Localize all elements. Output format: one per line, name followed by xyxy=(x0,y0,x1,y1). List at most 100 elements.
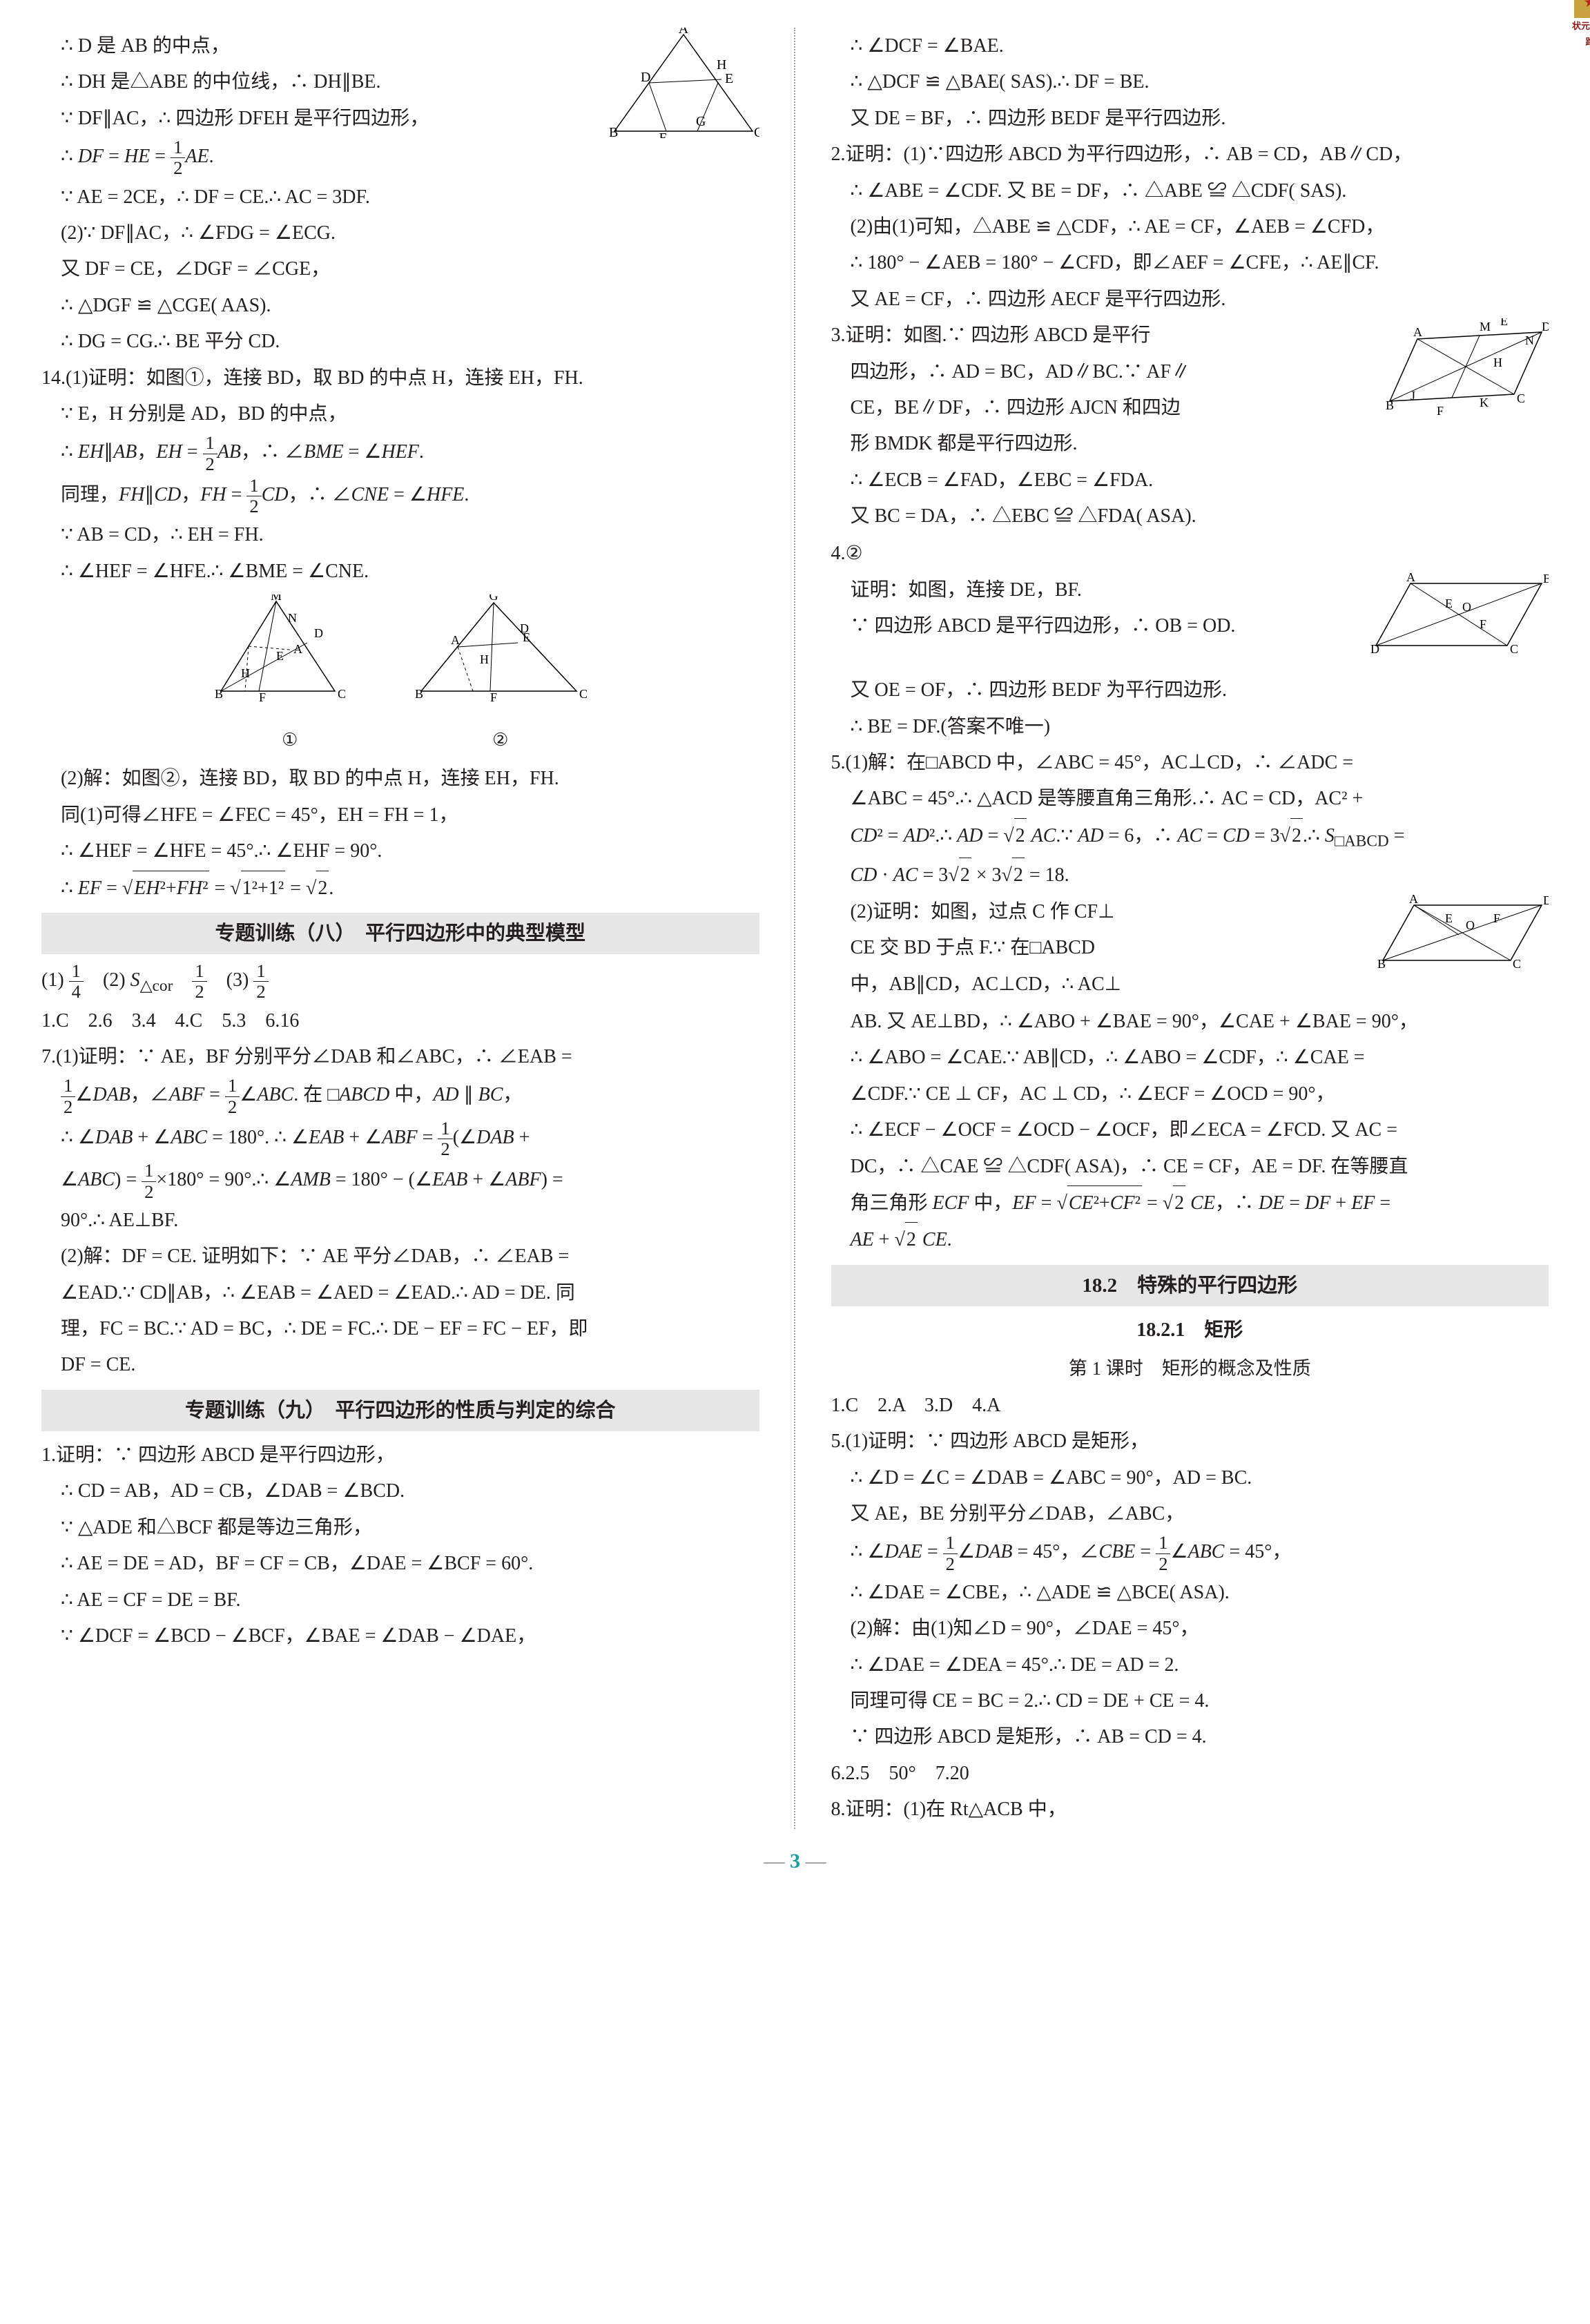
svg-text:A: A xyxy=(1413,325,1422,339)
figure-parallelogram-3: A B C D M N J K F E H xyxy=(1383,318,1549,427)
section-header-18-2: 18.2 特殊的平行四边形 xyxy=(831,1265,1549,1306)
fig-label-2: ② xyxy=(411,724,590,757)
text-line: DC，∴ △CAE ≌ △CDF( ASA)，∴ CE = CF，AE = DF… xyxy=(831,1150,1549,1184)
svg-text:A: A xyxy=(1406,573,1415,584)
text-line: ∵ ∠DCF = ∠BCD − ∠BCF，∠BAE = ∠DAB − ∠DAE， xyxy=(41,1619,759,1654)
text-line: 又 AE = CF，∴ 四边形 AECF 是平行四边形. xyxy=(831,282,1549,317)
text-line: ∵ 四边形 ABCD 是矩形，∴ AB = CD = 4. xyxy=(831,1720,1549,1754)
text-line: 又 DF = CE，∠DGF = ∠CGE， xyxy=(41,252,759,287)
section-header-8: 专题训练（八） 平行四边形中的典型模型 xyxy=(41,913,759,954)
svg-text:K: K xyxy=(1480,396,1489,409)
text-line: DF = CE. xyxy=(41,1348,759,1382)
text-line: ∠ABC = 45°.∴ △ACD 是等腰直角三角形.∴ AC = CD，AC²… xyxy=(831,782,1549,816)
svg-text:F: F xyxy=(490,690,497,704)
svg-text:G: G xyxy=(696,114,706,129)
svg-text:D: D xyxy=(520,621,529,635)
text-line: 8.证明：(1)在 Rt△ACB 中， xyxy=(831,1792,1549,1827)
text-line: ∴ △DCF ≌ △BAE( SAS).∴ DF = BE. xyxy=(831,65,1549,99)
text-line: 5.(1)证明：∵ 四边形 ABCD 是矩形， xyxy=(831,1424,1549,1459)
text-line: 90°.∴ AE⊥BF. xyxy=(41,1203,759,1238)
svg-text:F: F xyxy=(1480,617,1486,631)
svg-text:N: N xyxy=(288,611,297,625)
svg-text:E: E xyxy=(1500,318,1508,328)
svg-text:H: H xyxy=(1493,356,1502,369)
figure-triangle-1: A B C D E F G H xyxy=(608,28,759,150)
svg-text:D: D xyxy=(1543,895,1549,907)
text-line: 理，FC = BC.∵ AD = BC，∴ DE = FC.∴ DE − EF … xyxy=(41,1312,759,1346)
text-line: (2)由(1)可知，△ABE ≌ △CDF，∴ AE = CF，∠AEB = ∠… xyxy=(831,210,1549,244)
answer-line: 1.C 2.6 3.4 4.C 5.3 6.16 xyxy=(41,1004,759,1038)
svg-text:M: M xyxy=(271,594,282,603)
svg-text:A: A xyxy=(678,28,688,37)
text-line: ∴ ∠ECF − ∠OCF = ∠OCD − ∠OCF，即∠ECA = ∠FCD… xyxy=(831,1113,1549,1148)
svg-text:C: C xyxy=(1510,642,1518,656)
equation: ∴ ∠DAE = 12∠DAB = 45°，∠CBE = 12∠ABC = 45… xyxy=(831,1533,1549,1574)
text-line: ∴ DG = CG.∴ BE 平分 CD. xyxy=(41,325,759,359)
svg-text:B: B xyxy=(215,687,223,701)
text-line: ∴ ∠ECB = ∠FAD，∠EBC = ∠FDA. xyxy=(831,463,1549,498)
figure-pair: M B C D F N E H A ① G xyxy=(41,594,759,756)
section-header-9: 专题训练（九） 平行四边形的性质与判定的综合 xyxy=(41,1390,759,1431)
svg-text:O: O xyxy=(1462,600,1471,614)
lesson-title: 第 1 课时 矩形的概念及性质 xyxy=(831,1352,1549,1386)
text-line: 又 OE = OF，∴ 四边形 BEDF 为平行四边形. xyxy=(831,673,1549,708)
text-line: (2)解：由(1)知∠D = 90°，∠DAE = 45°， xyxy=(831,1611,1549,1646)
text-line: 又 BC = DA，∴ △EBC ≌ △FDA( ASA). xyxy=(831,499,1549,534)
equation: 同理，FH∥CD，FH = 12CD，∴ ∠CNE = ∠HFE. xyxy=(41,476,759,517)
text-line: ∴ AE = CF = DE = BF. xyxy=(41,1583,759,1618)
equation: ∠ABC) = 12×180° = 90°.∴ ∠AMB = 180° − (∠… xyxy=(41,1161,759,1202)
text-line: ∵ E，H 分别是 AD，BD 的中点， xyxy=(41,397,759,432)
svg-text:B: B xyxy=(1377,957,1386,971)
text-line: (2)解：如图②，连接 BD，取 BD 的中点 H，连接 EH，FH. xyxy=(41,762,759,796)
text-line: 形 BMDK 都是平行四边形. xyxy=(831,427,1549,461)
equation: CD² = AD².∴ AD = 2 AC.∵ AD = 6，∴ AC = CD… xyxy=(831,818,1549,857)
svg-text:A: A xyxy=(451,633,460,647)
svg-text:F: F xyxy=(259,690,266,704)
text-line: ∴ ∠ABE = ∠CDF. 又 BE = DF，∴ △ABE ≌ △CDF( … xyxy=(831,174,1549,209)
page: A B C D E F G H ∴ D 是 AB 的中点， ∴ DH 是△ABE… xyxy=(41,28,1549,1829)
svg-text:D: D xyxy=(1542,320,1549,333)
text-line: ∴ ∠D = ∠C = ∠DAB = ∠ABC = 90°，AD = BC. xyxy=(831,1461,1549,1495)
svg-text:D: D xyxy=(1370,642,1379,656)
text-line: 1.证明：∵ 四边形 ABCD 是平行四边形， xyxy=(41,1438,759,1473)
svg-text:C: C xyxy=(338,687,346,701)
text-line: 5.(1)解：在□ABCD 中，∠ABC = 45°，AC⊥CD，∴ ∠ADC … xyxy=(831,746,1549,780)
text-line: ∴ CD = AB，AD = CB，∠DAB = ∠BCD. xyxy=(41,1474,759,1509)
text-line: ∴ ∠HEF = ∠HFE = 45°.∴ ∠EHF = 90°. xyxy=(41,834,759,869)
text-line: 7.(1)证明：∵ AE，BF 分别平分∠DAB 和∠ABC，∴ ∠EAB = xyxy=(41,1040,759,1074)
equation: CD · AC = 32 × 32 = 18. xyxy=(831,858,1549,893)
equation: ∴ ∠DAB + ∠ABC = 180°. ∴ ∠EAB + ∠ABF = 12… xyxy=(41,1119,759,1160)
text-line: ∴ AE = DE = AD，BF = CF = CB，∠DAE = ∠BCF … xyxy=(41,1547,759,1581)
svg-text:F: F xyxy=(659,130,666,138)
fig-label-1: ① xyxy=(211,724,369,757)
right-column: ∴ ∠DCF = ∠BAE. ∴ △DCF ≌ △BAE( SAS).∴ DF … xyxy=(831,28,1549,1829)
text-line: ∠EAD.∵ CD∥AB，∴ ∠EAB = ∠AED = ∠EAD.∴ AD =… xyxy=(41,1276,759,1310)
svg-text:H: H xyxy=(717,57,726,72)
left-column: A B C D E F G H ∴ D 是 AB 的中点， ∴ DH 是△ABE… xyxy=(41,28,759,1829)
logo-badge: ★ xyxy=(1574,0,1590,18)
text-line: ∴ ∠DCF = ∠BAE. xyxy=(831,29,1549,64)
text-line: ∠CDF.∵ CE ⊥ CF，AC ⊥ CD，∴ ∠ECF = ∠OCD = 9… xyxy=(831,1077,1549,1112)
svg-text:A: A xyxy=(1409,895,1418,906)
svg-text:C: C xyxy=(579,687,588,701)
svg-text:C: C xyxy=(1517,391,1525,405)
svg-text:B: B xyxy=(609,125,618,138)
text-line: ∴ BE = DF.(答案不唯一) xyxy=(831,710,1549,744)
text-line: ∴ △DGF ≌ △CGE( AAS). xyxy=(41,289,759,323)
text-line: ∴ ∠DAE = ∠DEA = 45°.∴ DE = AD = 2. xyxy=(831,1648,1549,1683)
svg-text:D: D xyxy=(314,626,323,640)
svg-text:J: J xyxy=(1410,389,1415,403)
svg-text:A: A xyxy=(293,642,302,656)
svg-text:E: E xyxy=(1445,597,1453,610)
svg-text:E: E xyxy=(1445,911,1453,925)
text-line: ∵ AE = 2CE，∴ DF = CE.∴ AC = 3DF. xyxy=(41,180,759,215)
svg-text:H: H xyxy=(241,666,250,680)
svg-text:H: H xyxy=(480,652,489,666)
figure-parallelogram-4: A B C D O E F xyxy=(1369,573,1549,668)
figure-parallelogram-5: A D C B O E F xyxy=(1376,895,1549,982)
text-line: ∵ △ADE 和△BCF 都是等边三角形， xyxy=(41,1511,759,1545)
text-line: (2)∵ DF∥AC，∴ ∠FDG = ∠ECG. xyxy=(41,216,759,251)
equation: ∴ EF = EH²+FH² = 1²+1² = 2. xyxy=(41,871,759,906)
text-line: 同(1)可得∠HFE = ∠FEC = 45°，EH = FH = 1， xyxy=(41,798,759,833)
text-line: ∴ ∠DAE = ∠CBE，∴ △ADE ≌ △BCE( ASA). xyxy=(831,1576,1549,1610)
